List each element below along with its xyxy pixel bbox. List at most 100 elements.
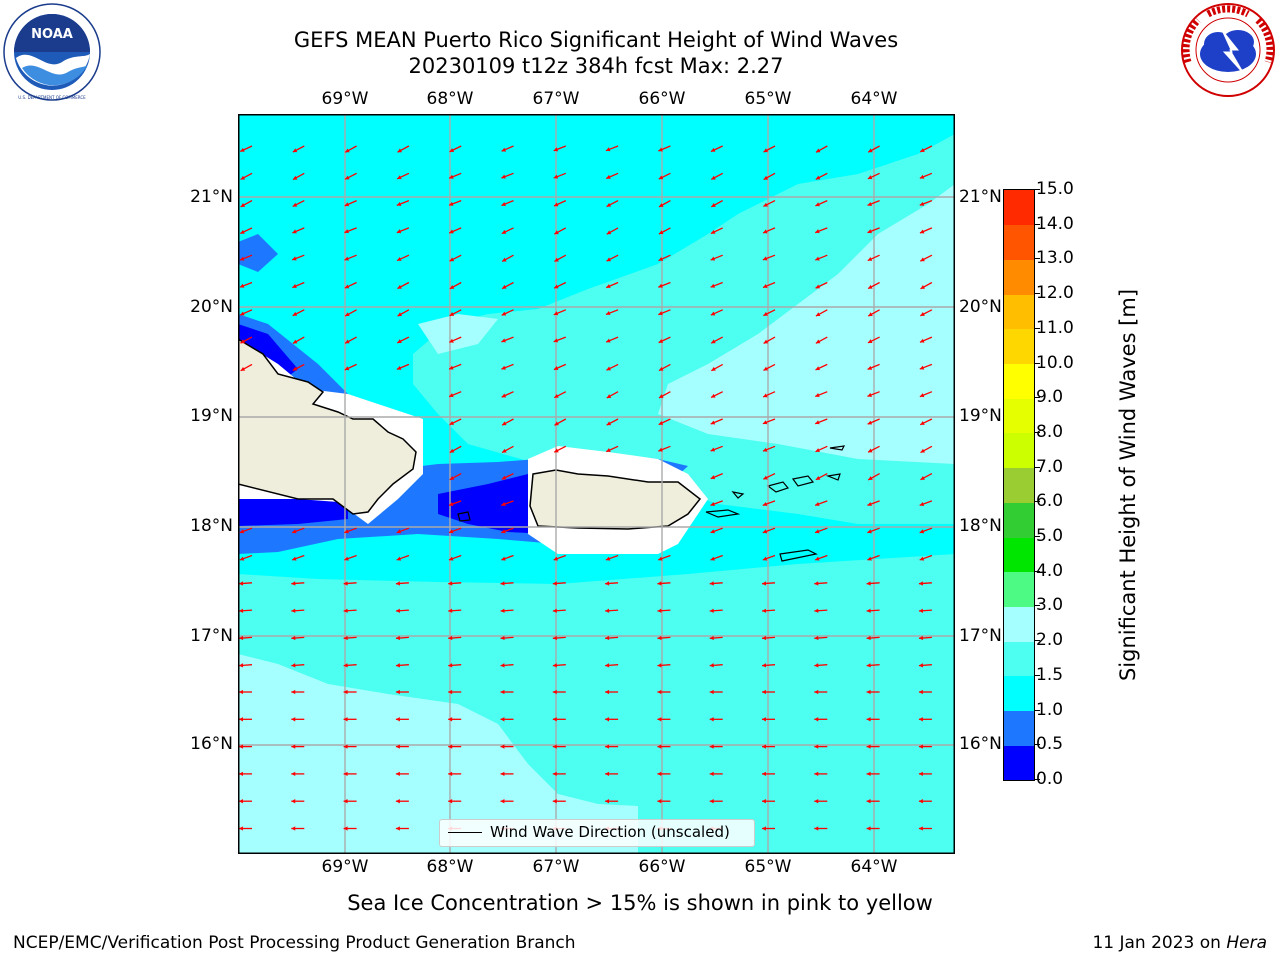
wave-direction-arrowhead (397, 312, 403, 317)
colorbar-tick-label: 2.0 (1036, 630, 1064, 651)
wave-direction-arrowhead (553, 202, 559, 207)
wave-direction-arrowhead (657, 608, 662, 613)
wave-direction-arrowhead (710, 311, 716, 316)
wave-direction-arrowhead (502, 284, 507, 289)
wave-direction-arrowhead (395, 608, 401, 613)
wave-direction-arrowhead (500, 635, 505, 641)
wave-direction-arrowhead (919, 393, 925, 398)
noaa-wordmark: NOAA (31, 27, 73, 42)
wave-direction-arrowhead (658, 256, 664, 261)
wave-direction-arrowhead (815, 284, 821, 289)
wave-direction-arrowhead (918, 635, 924, 641)
colorbar-tick-mark (1034, 605, 1040, 607)
wave-direction-arrowhead (815, 229, 820, 234)
wave-direction-arrowhead (920, 475, 925, 480)
wave-direction-arrowhead (762, 744, 766, 749)
wave-direction-arrowhead (710, 283, 716, 288)
wave-direction-arrowhead (762, 447, 768, 452)
wave-direction-arrowhead (762, 689, 766, 695)
wave-direction-arrowhead (815, 529, 820, 534)
wave-direction-arrowhead (658, 447, 663, 452)
colorbar-tick-label: 3.0 (1036, 595, 1064, 616)
wave-direction-arrowhead (501, 311, 507, 316)
wave-direction-arrowhead (606, 394, 612, 398)
wave-direction-arrowhead (867, 529, 872, 534)
wave-direction-arrowhead (710, 229, 716, 234)
wave-direction-arrowhead (448, 663, 453, 668)
colorbar-tick-label: 15.0 (1036, 179, 1074, 199)
gridlines (238, 114, 955, 854)
wave-direction-arrowhead (343, 744, 348, 749)
wave-direction-arrowhead (866, 744, 871, 749)
wave-direction-arrowhead (867, 420, 873, 425)
anegada (829, 445, 846, 451)
colorbar-tick-mark (1034, 744, 1040, 746)
virgin-islands-3 (791, 475, 815, 487)
wave-direction-arrowhead (762, 501, 768, 507)
wave-direction-arrowhead (501, 501, 506, 507)
wave-direction-arrowhead (867, 339, 873, 344)
wave-direction-arrowhead (606, 366, 611, 371)
wave-direction-arrowhead (919, 556, 925, 561)
wave-direction-arrowhead (814, 635, 819, 641)
wave-direction-arrowhead (552, 635, 557, 641)
wave-direction-arrowhead (814, 799, 819, 804)
wave-direction-arrowhead (762, 256, 768, 261)
lat-label-right: 19°N (959, 406, 1002, 426)
wave-direction-arrowhead (920, 312, 925, 316)
wave-direction-arrowhead (553, 338, 559, 343)
wave-direction-arrowhead (395, 689, 400, 695)
hispaniola-land (238, 338, 417, 515)
colorbar-segment (1004, 502, 1034, 538)
wave-direction-arrowhead (920, 257, 925, 262)
date-text: 11 Jan 2023 on (1092, 933, 1221, 953)
wave-direction-arrowhead (606, 284, 611, 289)
wave-direction-arrowhead (240, 339, 245, 344)
host-text: Hera (1226, 933, 1267, 953)
vieques (705, 509, 741, 518)
wave-direction-arrowhead (396, 529, 402, 534)
wave-direction-arrowhead (866, 689, 871, 695)
wave-direction-arrowhead (763, 148, 768, 153)
wave-direction-arrowhead (814, 663, 819, 668)
wave-direction-arrowhead (815, 175, 821, 180)
wave-direction-arrowhead (343, 717, 348, 722)
lon-label-bottom: 67°W (532, 857, 580, 877)
wave-direction-arrowhead (448, 581, 453, 586)
wave-direction-arrowhead (395, 581, 401, 586)
lon-label-bottom: 65°W (744, 857, 792, 877)
lon-label-top: 66°W (638, 89, 686, 109)
wave-direction-arrowhead (449, 421, 455, 425)
colorbar-tick-label: 10.0 (1036, 352, 1074, 373)
wave-direction-arrowhead (448, 689, 453, 695)
wave-direction-arrowhead (763, 475, 768, 480)
wave-direction-arrowhead (606, 202, 612, 207)
wave-direction-arrowhead (552, 581, 557, 586)
lon-label-bottom: 66°W (638, 857, 686, 877)
colorbar-segment (1004, 675, 1034, 712)
wave-direction-arrowhead (867, 501, 872, 507)
field-0.0-0.5-west (238, 499, 348, 526)
colorbar-segment (1004, 363, 1034, 399)
wave-direction-arrowhead (397, 256, 402, 261)
wave-direction-arrowhead (710, 501, 715, 507)
wave-direction-arrowhead (344, 366, 350, 371)
wave-direction-arrowhead (814, 826, 819, 831)
lon-label-top: 67°W (532, 89, 580, 109)
wave-direction-arrowhead (920, 448, 926, 453)
wave-direction-arrowhead (815, 202, 820, 207)
wave-direction-arrowhead (762, 799, 766, 804)
wave-direction-arrowhead (658, 175, 664, 180)
wave-direction-arrowhead (291, 771, 296, 777)
wave-direction-arrowhead (709, 689, 714, 695)
wave-direction-arrowhead (762, 717, 766, 722)
colorbar-tick-label: 0.5 (1036, 734, 1064, 755)
colorbar-tick-mark (1034, 779, 1040, 780)
lat-label-left: 16°N (190, 734, 233, 754)
wave-direction-arrowhead (711, 203, 716, 207)
wave-direction-arrowhead (552, 744, 557, 749)
wave-direction-arrowhead (345, 312, 350, 317)
wave-direction-arrowhead (918, 689, 923, 695)
wave-direction-arrowhead (605, 556, 611, 561)
colorbar-segment (1004, 294, 1034, 330)
